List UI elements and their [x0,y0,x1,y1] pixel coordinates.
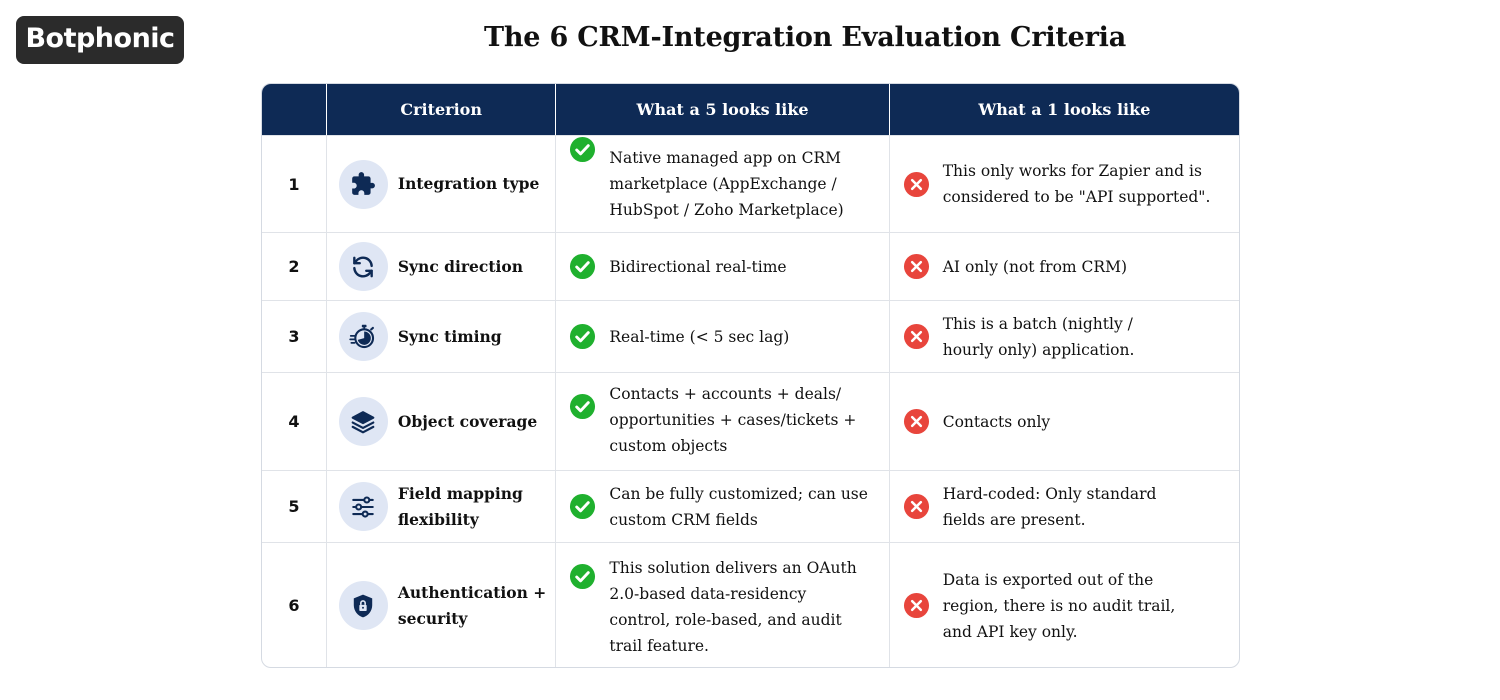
table-row: 3 Sync timing Real-time (< 5 sec lag) Th… [262,300,1239,372]
criterion-label: Sync timing [397,326,502,346]
check-icon [570,253,596,280]
one-text: Hard-coded: Only standard fields are pre… [942,484,1157,529]
five-text: This solution delivers an OAuth 2.0-base… [609,559,857,655]
shield-lock-icon [338,581,388,630]
criterion-cell: Object coverage [325,373,556,470]
one-text: This only works for Zapier and is consid… [942,162,1211,206]
one-cell: This only works for Zapier and is consid… [888,136,1239,232]
row-number: 1 [288,174,300,194]
sliders-icon [338,482,388,531]
five-text: Contacts + accounts + deals/ opportuniti… [609,385,857,455]
table-row: 2 Sync direction Bidirectional real-time… [262,232,1239,300]
criterion-label: Field mapping flexibility [397,483,523,529]
one-cell: Hard-coded: Only standard fields are pre… [888,471,1239,542]
cross-icon [903,171,929,197]
table-row: 5 Field mapping flexibility Can be fully… [262,470,1239,542]
header-five: What a 5 looks like [555,84,888,135]
criterion-label: Integration type [397,174,540,193]
one-cell: Contacts only [888,373,1239,470]
five-cell: Native managed app on CRM marketplace (A… [555,136,888,232]
check-icon [570,493,596,520]
criterion-label: Object coverage [397,411,538,431]
table-header: Criterion What a 5 looks like What a 1 l… [262,84,1239,135]
cross-icon [903,253,929,280]
one-text: This is a batch (nightly / hourly only) … [942,314,1135,359]
one-cell: Data is exported out of the region, ther… [888,543,1239,667]
table-row: 1 Integration type Native managed app on… [262,135,1239,232]
criterion-label: Sync direction [397,256,524,276]
five-text: Can be fully customized; can use custom … [609,484,868,529]
five-text: Bidirectional real-time [609,257,787,276]
five-text: Native managed app on CRM marketplace (A… [609,149,844,219]
cross-icon [903,493,929,520]
criterion-cell: Integration type [325,136,556,232]
botphonic-logo: Botphonic [16,16,184,64]
criterion-cell: Authentication + security [325,543,556,667]
header-one: What a 1 looks like [888,84,1239,135]
cross-icon [903,592,929,619]
five-cell: Can be fully customized; can use custom … [555,471,888,542]
table-row: 6 Authentication + security This solutio… [262,542,1239,667]
check-icon [570,323,596,350]
row-number: 5 [288,497,300,516]
one-text: Contacts only [942,412,1051,431]
criterion-cell: Sync timing [325,301,556,372]
cross-icon [903,323,929,350]
header-number [262,84,326,135]
table-row: 4 Object coverage Contacts + accounts + … [262,372,1239,470]
one-cell: This is a batch (nightly / hourly only) … [888,301,1239,372]
row-number: 3 [288,327,300,346]
five-cell: This solution delivers an OAuth 2.0-base… [555,543,888,667]
one-cell: AI only (not from CRM) [888,233,1239,300]
layers-icon [338,397,388,446]
row-number: 2 [288,257,300,276]
five-cell: Real-time (< 5 sec lag) [555,301,888,372]
criterion-cell: Field mapping flexibility [325,471,556,542]
one-text: AI only (not from CRM) [942,257,1127,276]
row-number: 4 [288,412,300,431]
check-icon [570,136,596,163]
cross-icon [903,408,929,435]
five-cell: Contacts + accounts + deals/ opportuniti… [555,373,888,470]
stopwatch-icon [338,312,388,361]
one-text: Data is exported out of the region, ther… [942,570,1176,641]
criterion-label: Authentication + security [397,582,547,628]
five-cell: Bidirectional real-time [555,233,888,300]
criteria-table: Criterion What a 5 looks like What a 1 l… [261,83,1240,668]
criterion-cell: Sync direction [325,233,556,300]
check-icon [570,563,596,590]
sync-icon [338,242,388,291]
check-icon [570,393,596,420]
header-criterion: Criterion [325,84,556,135]
page-title: The 6 CRM-Integration Evaluation Criteri… [483,22,1127,53]
five-text: Real-time (< 5 sec lag) [609,327,790,346]
row-number: 6 [288,596,300,615]
puzzle-icon [338,159,388,209]
